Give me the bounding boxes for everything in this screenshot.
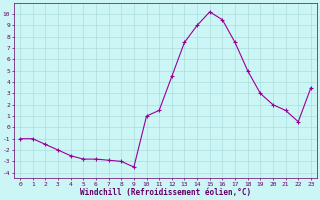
X-axis label: Windchill (Refroidissement éolien,°C): Windchill (Refroidissement éolien,°C)	[80, 188, 251, 197]
